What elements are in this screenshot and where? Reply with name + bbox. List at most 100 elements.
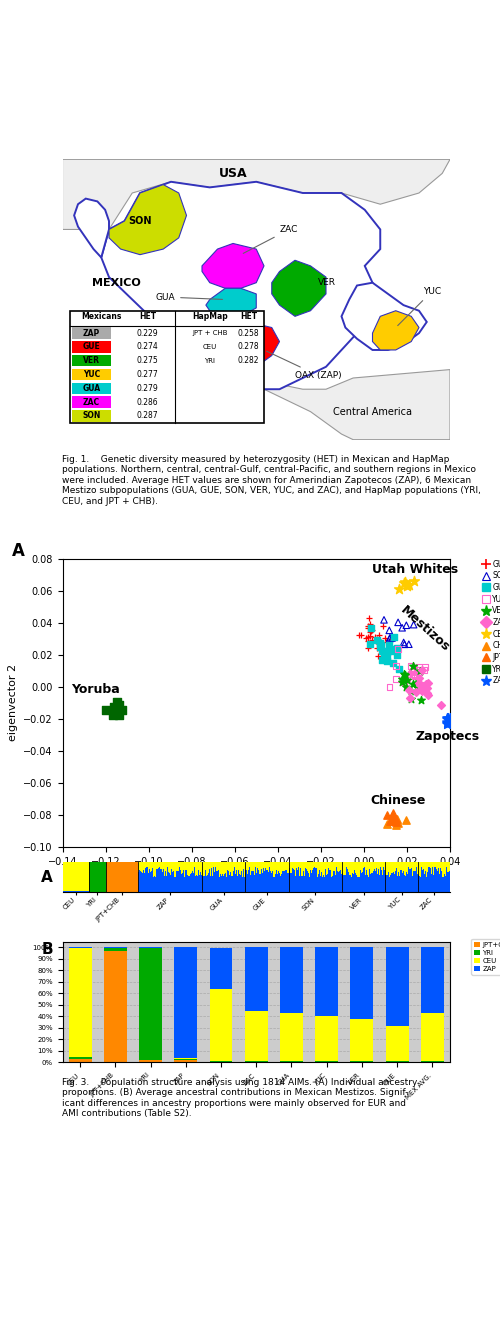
Bar — [195, 862, 196, 876]
Bar — [85, 891, 86, 892]
Legend: GUE, SON, GUA, YUC, VER, ZAC, CEU, CHB, JPT, YRI, ZAP: GUE, SON, GUA, YUC, VER, ZAC, CEU, CHB, … — [480, 556, 500, 688]
Bar — [421, 862, 422, 867]
Bar — [198, 862, 199, 870]
Point — [416, 660, 424, 681]
Text: 0.279: 0.279 — [137, 384, 158, 393]
Bar — [95, 862, 96, 892]
Bar — [292, 869, 293, 892]
Bar — [245, 947, 268, 1011]
Bar — [379, 875, 380, 892]
Bar — [78, 891, 80, 892]
Bar — [434, 862, 435, 867]
Text: A: A — [41, 870, 53, 884]
Bar — [306, 869, 307, 892]
Point — [368, 620, 376, 641]
Point — [415, 661, 423, 683]
Point — [379, 615, 387, 636]
Bar — [425, 871, 426, 892]
Bar — [256, 862, 258, 872]
Point — [437, 695, 445, 716]
Bar — [106, 862, 108, 892]
Bar — [222, 862, 223, 874]
Point — [384, 645, 392, 667]
Bar — [125, 862, 126, 892]
Bar — [339, 871, 340, 892]
Bar — [68, 891, 69, 892]
Bar — [334, 871, 335, 892]
Bar — [386, 947, 408, 1025]
Bar — [382, 875, 384, 892]
Polygon shape — [206, 321, 280, 372]
Bar — [340, 862, 342, 870]
Bar — [165, 862, 166, 871]
Bar — [270, 862, 272, 871]
Bar — [350, 862, 351, 875]
Bar — [118, 862, 120, 892]
Bar — [420, 878, 421, 892]
Bar — [407, 862, 408, 874]
Bar — [196, 862, 197, 875]
Point — [386, 677, 394, 699]
Bar — [433, 862, 434, 875]
Point — [357, 624, 365, 645]
Bar — [377, 874, 378, 892]
Bar — [72, 891, 74, 892]
Text: Mexicans: Mexicans — [81, 312, 122, 321]
Bar — [218, 876, 220, 892]
Bar — [416, 874, 418, 892]
Bar — [288, 862, 290, 867]
Point — [115, 695, 123, 716]
Point — [112, 699, 120, 720]
Text: 0.278: 0.278 — [238, 343, 260, 352]
Bar — [182, 862, 183, 872]
Bar — [185, 862, 186, 870]
Bar — [116, 862, 117, 892]
Point — [409, 655, 417, 676]
Bar — [156, 862, 157, 869]
Polygon shape — [372, 311, 419, 351]
Point — [407, 664, 415, 685]
Bar — [410, 862, 411, 870]
Bar — [104, 862, 106, 892]
Bar — [180, 862, 181, 870]
Bar — [62, 862, 64, 892]
Bar — [300, 869, 302, 892]
Point — [376, 637, 384, 659]
Bar — [404, 862, 405, 875]
Text: Chinese: Chinese — [370, 794, 426, 806]
Bar — [260, 869, 262, 892]
Bar — [276, 874, 278, 892]
Bar — [258, 870, 260, 892]
Bar — [370, 862, 372, 874]
Bar — [153, 876, 154, 892]
Polygon shape — [264, 369, 450, 440]
Bar — [352, 862, 353, 872]
Text: MEXICO: MEXICO — [92, 278, 141, 288]
Bar — [281, 862, 282, 874]
Bar — [160, 862, 162, 869]
Bar — [230, 871, 232, 892]
Text: VER: VER — [318, 279, 336, 287]
Bar — [153, 862, 154, 876]
Bar — [295, 876, 296, 892]
Bar — [141, 871, 142, 892]
Text: HET: HET — [139, 312, 156, 321]
Bar — [234, 874, 236, 892]
Bar — [132, 862, 134, 892]
Bar — [123, 862, 124, 892]
Point — [366, 622, 374, 643]
Bar — [395, 862, 396, 871]
Point — [392, 656, 400, 677]
Bar — [179, 867, 180, 892]
Bar — [232, 862, 234, 871]
Point — [424, 672, 432, 693]
Bar — [241, 862, 242, 871]
Bar — [238, 862, 239, 870]
Bar — [64, 862, 66, 892]
Bar — [328, 862, 330, 867]
Bar — [423, 869, 424, 892]
Point — [364, 616, 372, 637]
Bar — [437, 871, 438, 892]
Bar — [122, 862, 123, 892]
Bar — [304, 869, 306, 892]
